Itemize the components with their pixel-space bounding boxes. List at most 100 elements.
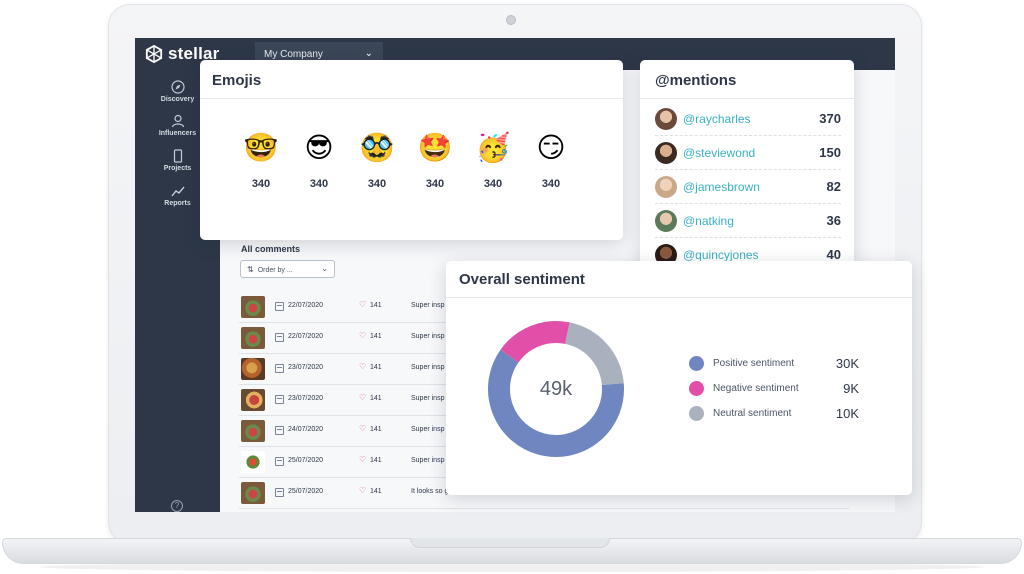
comment-likes: 141 [370, 302, 382, 309]
hexagon-logo-icon [145, 45, 163, 63]
calendar-icon [275, 395, 284, 404]
comment-date: 22/07/2020 [288, 333, 324, 340]
comment-date: 23/07/2020 [288, 364, 324, 371]
laptop-base [2, 538, 1022, 564]
mention-handle[interactable]: @raycharles [683, 112, 751, 126]
heart-icon: ♡ [359, 300, 367, 309]
chevron-down-icon: ⌄ [321, 264, 328, 273]
sidebar-item-label: Reports [164, 200, 191, 207]
avatar [655, 210, 677, 232]
post-thumbnail [241, 327, 265, 349]
sidebar-item-influencers[interactable]: Influencers [135, 114, 220, 137]
chevron-down-icon: ⌄ [364, 48, 373, 59]
post-thumbnail [241, 420, 265, 442]
comment-likes: 141 [370, 333, 382, 340]
camera [506, 15, 516, 25]
mention-row[interactable]: @quincyjones 40 [655, 238, 841, 272]
mention-row[interactable]: @raycharles 370 [655, 102, 841, 136]
company-name: My Company [264, 49, 323, 60]
mention-count: 82 [826, 179, 841, 194]
emoji-count: 340 [309, 178, 329, 190]
logo-text: stellar [168, 44, 220, 63]
comment-text: Super insp [411, 395, 445, 402]
star-struck-icon: 🤩 [417, 132, 453, 163]
sidebar-item-label: Influencers [158, 130, 197, 137]
all-comments-heading: All comments [241, 244, 301, 254]
mention-row[interactable]: @natking 36 [655, 204, 841, 238]
calendar-icon [275, 364, 284, 373]
comment-text: Super insp [411, 457, 445, 464]
disguised-face-icon: 🥸 [359, 132, 395, 163]
post-thumbnail [241, 482, 265, 504]
order-by-select[interactable]: ⇅ Order by ... ⌄ [240, 260, 335, 278]
user-icon [171, 114, 184, 128]
legend-dot [689, 381, 704, 396]
divider [446, 297, 912, 298]
laptop-notch [410, 538, 610, 548]
post-thumbnail [241, 358, 265, 380]
sidebar-item-label: Discovery [160, 96, 195, 103]
heart-icon: ♡ [359, 424, 367, 433]
calendar-icon [275, 302, 284, 311]
comment-text: Super insp [411, 426, 445, 433]
legend-label: Positive sentiment [713, 358, 795, 369]
emoji-stat: 😏 340 [526, 132, 576, 190]
emoji-count: 340 [251, 178, 271, 190]
comment-likes: 141 [370, 395, 382, 402]
mention-handle[interactable]: @natking [683, 214, 734, 228]
post-thumbnail [241, 296, 265, 318]
avatar [655, 244, 677, 266]
sunglasses-face-icon: 😎 [304, 132, 334, 163]
comment-likes: 141 [370, 364, 382, 371]
comment-date: 24/07/2020 [288, 426, 324, 433]
heart-icon: ♡ [359, 455, 367, 464]
avatar [655, 108, 677, 130]
mention-row[interactable]: @jamesbrown 82 [655, 170, 841, 204]
stellar-logo[interactable]: stellar [145, 44, 220, 64]
compass-icon [170, 80, 185, 94]
donut-slice-neutral [564, 322, 624, 386]
mention-handle[interactable]: @steviewond [683, 146, 756, 160]
comment-text: Super insp [411, 302, 445, 309]
legend-label: Neutral sentiment [713, 408, 792, 419]
mention-count: 150 [819, 145, 841, 160]
emoji-count: 340 [425, 178, 445, 190]
mention-row[interactable]: @steviewond 150 [655, 136, 841, 170]
sidebar-item-label: Projects [163, 165, 192, 172]
sidebar-item-discovery[interactable]: Discovery [135, 80, 220, 103]
help-icon[interactable]: ? [171, 500, 183, 512]
mention-handle[interactable]: @quincyjones [683, 248, 759, 262]
calendar-icon [275, 457, 284, 466]
emoji-stat: 🥳 340 [468, 132, 518, 190]
donut-slice-negative [500, 321, 570, 363]
emoji-count: 340 [483, 178, 503, 190]
emoji-count: 340 [367, 178, 387, 190]
phone-icon [173, 149, 182, 163]
heart-icon: ♡ [359, 362, 367, 371]
sentiment-donut-chart [488, 321, 624, 457]
comment-date: 25/07/2020 [288, 457, 324, 464]
comment-text: Super insp [411, 364, 445, 371]
divider [640, 98, 854, 99]
mention-count: 370 [819, 111, 841, 126]
sidebar-item-reports[interactable]: Reports [135, 184, 220, 207]
emojis-card: Emojis 🤓 340 😎 340 🥸 340 🤩 340 🥳 340 😏 3… [200, 60, 623, 240]
trend-icon [170, 186, 185, 197]
emojis-title: Emojis [212, 72, 262, 89]
mentions-title: @mentions [655, 72, 737, 89]
emoji-stat: 🤩 340 [410, 132, 460, 190]
mention-count: 36 [826, 213, 841, 228]
comment-likes: 141 [370, 488, 382, 495]
comment-text: Super insp [411, 333, 445, 340]
comment-date: 23/07/2020 [288, 395, 324, 402]
avatar [655, 176, 677, 198]
comment-likes: 141 [370, 426, 382, 433]
legend-item-positive: Positive sentiment 30K [689, 354, 859, 374]
sentiment-card: Overall sentiment 49k Positive sentiment… [446, 261, 912, 495]
mention-handle[interactable]: @jamesbrown [683, 180, 760, 194]
calendar-icon [275, 333, 284, 342]
heart-icon: ♡ [359, 331, 367, 340]
sidebar-item-projects[interactable]: Projects [135, 149, 220, 172]
emoji-stat: 🥸 340 [352, 132, 402, 190]
legend-dot [689, 406, 704, 421]
